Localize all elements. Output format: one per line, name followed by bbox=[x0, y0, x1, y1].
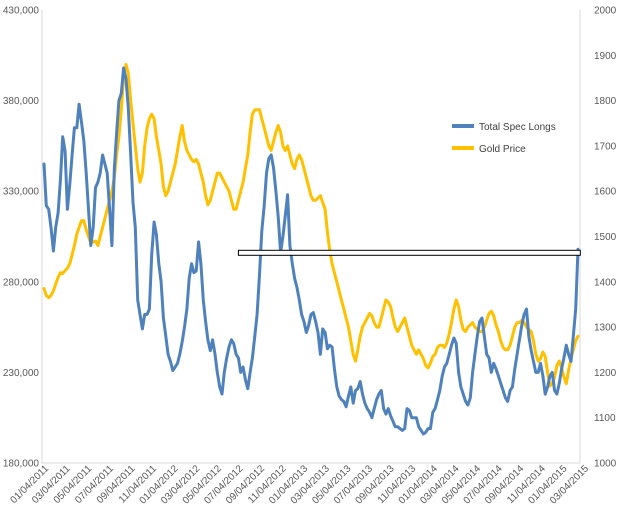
left-axis-tick-label: 230,000 bbox=[3, 368, 40, 379]
legend: Total Spec Longs Gold Price bbox=[452, 122, 556, 155]
right-axis-tick-label: 1900 bbox=[594, 51, 617, 62]
legend-label-gold-price: Gold Price bbox=[479, 144, 526, 155]
right-axis-tick-label: 1200 bbox=[594, 368, 617, 379]
x-axis-labels: 01/04/201103/04/201105/04/201107/04/2011… bbox=[8, 463, 591, 506]
right-axis-tick-label: 1300 bbox=[594, 323, 617, 334]
left-axis-tick-label: 430,000 bbox=[3, 6, 40, 17]
left-axis-tick-label: 280,000 bbox=[3, 277, 40, 288]
series-line-gold-price bbox=[42, 62, 580, 388]
right-axis-tick-label: 2000 bbox=[594, 6, 617, 17]
annotation-box bbox=[237, 249, 581, 256]
left-axis-tick-label: 180,000 bbox=[3, 459, 40, 470]
left-axis-tick-label: 380,000 bbox=[3, 96, 40, 107]
right-axis-tick-label: 1500 bbox=[594, 232, 617, 243]
axis-layer bbox=[41, 10, 581, 464]
left-axis-labels: 180,000 230,000 280,000 330,000 380,000 430,0… bbox=[3, 6, 40, 470]
right-axis-tick-label: 1700 bbox=[594, 141, 617, 152]
right-axis-tick-label: 1400 bbox=[594, 277, 617, 288]
series-layer bbox=[42, 62, 580, 436]
right-axis-tick-label: 1800 bbox=[594, 96, 617, 107]
legend-label-total-spec-longs: Total Spec Longs bbox=[479, 122, 556, 133]
annotation-layer bbox=[237, 249, 581, 256]
left-axis-tick-label: 330,000 bbox=[3, 187, 40, 198]
right-axis-labels: 1000 1100 1200 1300 1400 1500 1600 1700 1800 1900… bbox=[594, 6, 617, 470]
right-axis-tick-label: 1000 bbox=[594, 459, 617, 470]
right-axis-tick-label: 1100 bbox=[594, 413, 616, 424]
series-line-total-spec-longs bbox=[42, 66, 580, 436]
right-axis-tick-label: 1600 bbox=[594, 187, 617, 198]
